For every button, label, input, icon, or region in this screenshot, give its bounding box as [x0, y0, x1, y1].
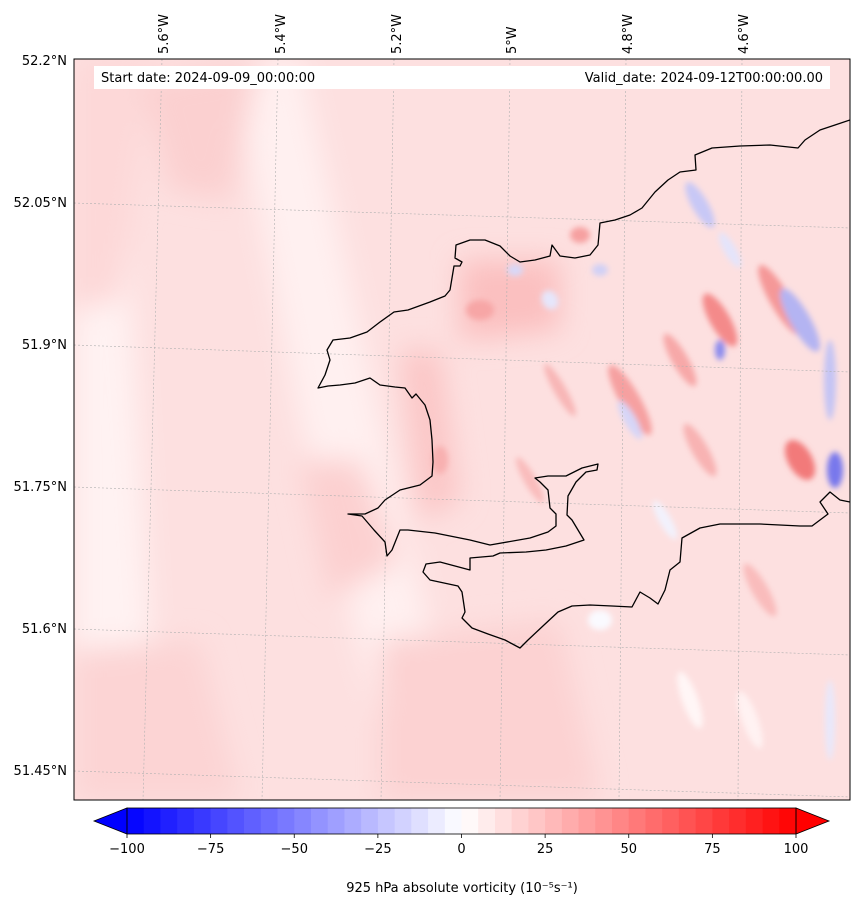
- colorbar-cell: [177, 808, 195, 834]
- colorbar-cell: [662, 808, 680, 834]
- latitude-label: 51.9°N: [22, 338, 67, 353]
- colorbar-cell: [545, 808, 563, 834]
- longitude-label: 5.6°W: [157, 14, 172, 54]
- colorbar-cell: [227, 808, 245, 834]
- colorbar-tick-label: −75: [197, 842, 224, 857]
- parallel-line: [74, 202, 850, 229]
- latitude-labels: 52.2°N 52.05°N 51.9°N 51.75°N 51.6°N 51.…: [14, 54, 67, 779]
- valid-date-label: Valid_date: 2024-09-12T00:00:00.00: [585, 71, 823, 86]
- colorbar-tick-label: 50: [620, 842, 637, 857]
- graticule: [74, 59, 850, 800]
- meridian-line: [142, 59, 163, 800]
- annotation-box: [94, 66, 830, 89]
- colorbar-cell: [528, 808, 546, 834]
- colorbar-tick-label: 0: [457, 842, 465, 857]
- colorbar-cell: [277, 808, 295, 834]
- colorbar-cell: [494, 808, 513, 834]
- parallel-line: [74, 770, 850, 798]
- map-panel: Start date: 2024-09-09_00:00:00 Valid_da…: [74, 59, 850, 800]
- colorbar-cell: [612, 808, 630, 834]
- colorbar-cell: [595, 808, 613, 834]
- latitude-label: 51.45°N: [14, 764, 67, 779]
- meridian-line: [737, 59, 743, 800]
- parallel-line: [74, 628, 850, 656]
- colorbar-tick-label: −100: [109, 842, 145, 857]
- colorbar-tick-label: −25: [364, 842, 391, 857]
- colorbar-cell: [294, 808, 312, 834]
- colorbar-cell: [428, 808, 446, 834]
- longitude-label: 5°W: [505, 26, 520, 54]
- colorbar-cell: [160, 808, 178, 834]
- colorbar-tick-label: 75: [704, 842, 721, 857]
- longitude-label: 4.6°W: [737, 14, 752, 54]
- longitude-label: 5.4°W: [274, 14, 289, 54]
- colorbar-cell: [762, 808, 780, 834]
- colorbar-cell: [578, 808, 596, 834]
- colorbar-cell: [444, 808, 462, 834]
- vorticity-field-broad-bands: [74, 59, 600, 800]
- colorbar-cell: [695, 808, 713, 834]
- colorbar-tick-label: −50: [281, 842, 308, 857]
- colorbar-cell: [645, 808, 663, 834]
- colorbar-cell: [779, 808, 797, 834]
- colorbar-cell: [561, 808, 579, 834]
- colorbar-cell: [394, 808, 412, 834]
- longitude-label: 4.8°W: [621, 14, 636, 54]
- colorbar-cell: [260, 808, 278, 834]
- colorbar-cell: [511, 808, 529, 834]
- colorbar-ticks: −100 −75 −50 −25 0 25 50 75 100: [109, 834, 808, 857]
- colorbar-cell: [712, 808, 730, 834]
- colorbar-cell: [628, 808, 646, 834]
- meridian-line: [618, 59, 627, 800]
- colorbar-cell: [745, 808, 763, 834]
- colorbar-extend-min: [92, 807, 128, 835]
- colorbar-tick-label: 100: [784, 842, 809, 857]
- colorbar-cell: [310, 808, 329, 834]
- coastline: [317, 119, 850, 649]
- colorbar-cell: [461, 808, 479, 834]
- colorbar-cell: [411, 808, 429, 834]
- colorbar-cell: [729, 808, 747, 834]
- colorbar-cell: [678, 808, 697, 834]
- colorbar-cell: [478, 808, 496, 834]
- colorbar-tick-label: 25: [537, 842, 554, 857]
- parallel-line: [74, 344, 850, 373]
- vorticity-field-streaks: [432, 182, 843, 760]
- colorbar-cell: [210, 808, 228, 834]
- latitude-label: 51.75°N: [14, 480, 67, 495]
- start-date-label: Start date: 2024-09-09_00:00:00: [101, 71, 315, 86]
- colorbar-cells: [127, 808, 797, 834]
- meridian-line: [261, 59, 279, 800]
- parallel-line: [74, 486, 850, 514]
- longitude-label: 5.2°W: [390, 14, 405, 54]
- colorbar-cell: [143, 808, 161, 834]
- colorbar-cell: [361, 808, 379, 834]
- colorbar-cell: [344, 808, 362, 834]
- latitude-label: 51.6°N: [22, 622, 67, 637]
- latitude-label: 52.2°N: [22, 54, 67, 69]
- colorbar-extend-max: [795, 807, 831, 835]
- colorbar-label: 925 hPa absolute vorticity (10⁻⁵s⁻¹): [346, 881, 578, 896]
- map-frame: [73, 58, 851, 801]
- latitude-label: 52.05°N: [14, 196, 67, 211]
- meridian-line: [380, 59, 395, 800]
- colorbar-cell: [244, 808, 262, 834]
- colorbar-cell: [193, 808, 212, 834]
- colorbar-cell: [377, 808, 395, 834]
- longitude-labels: 5.6°W 5.4°W 5.2°W 5°W 4.8°W 4.6°W: [157, 14, 752, 54]
- colorbar-cell: [127, 808, 145, 834]
- meridian-line: [499, 59, 511, 800]
- colorbar-cell: [327, 808, 345, 834]
- colorbar: −100 −75 −50 −25 0 25 50 75 100 925 hPa absolute…: [92, 807, 831, 896]
